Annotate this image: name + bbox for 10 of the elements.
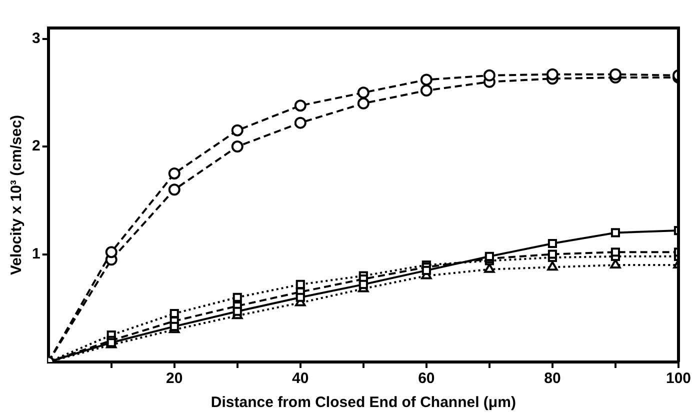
y-tick-label: 2	[32, 138, 40, 155]
x-axis-title: Distance from Closed End of Channel (μm)	[210, 394, 516, 412]
x-tick-label: 80	[544, 370, 561, 388]
x-tick-label: 60	[418, 370, 435, 388]
x-tick-label: 40	[292, 370, 309, 388]
x-tick-label: 20	[166, 370, 183, 388]
y-tick-label: 1	[32, 245, 40, 262]
y-axis-title: Velocity x 10³ (cm/sec)	[8, 114, 26, 276]
y-tick-label: 3	[32, 30, 40, 47]
x-tick-label: 100	[666, 370, 691, 388]
